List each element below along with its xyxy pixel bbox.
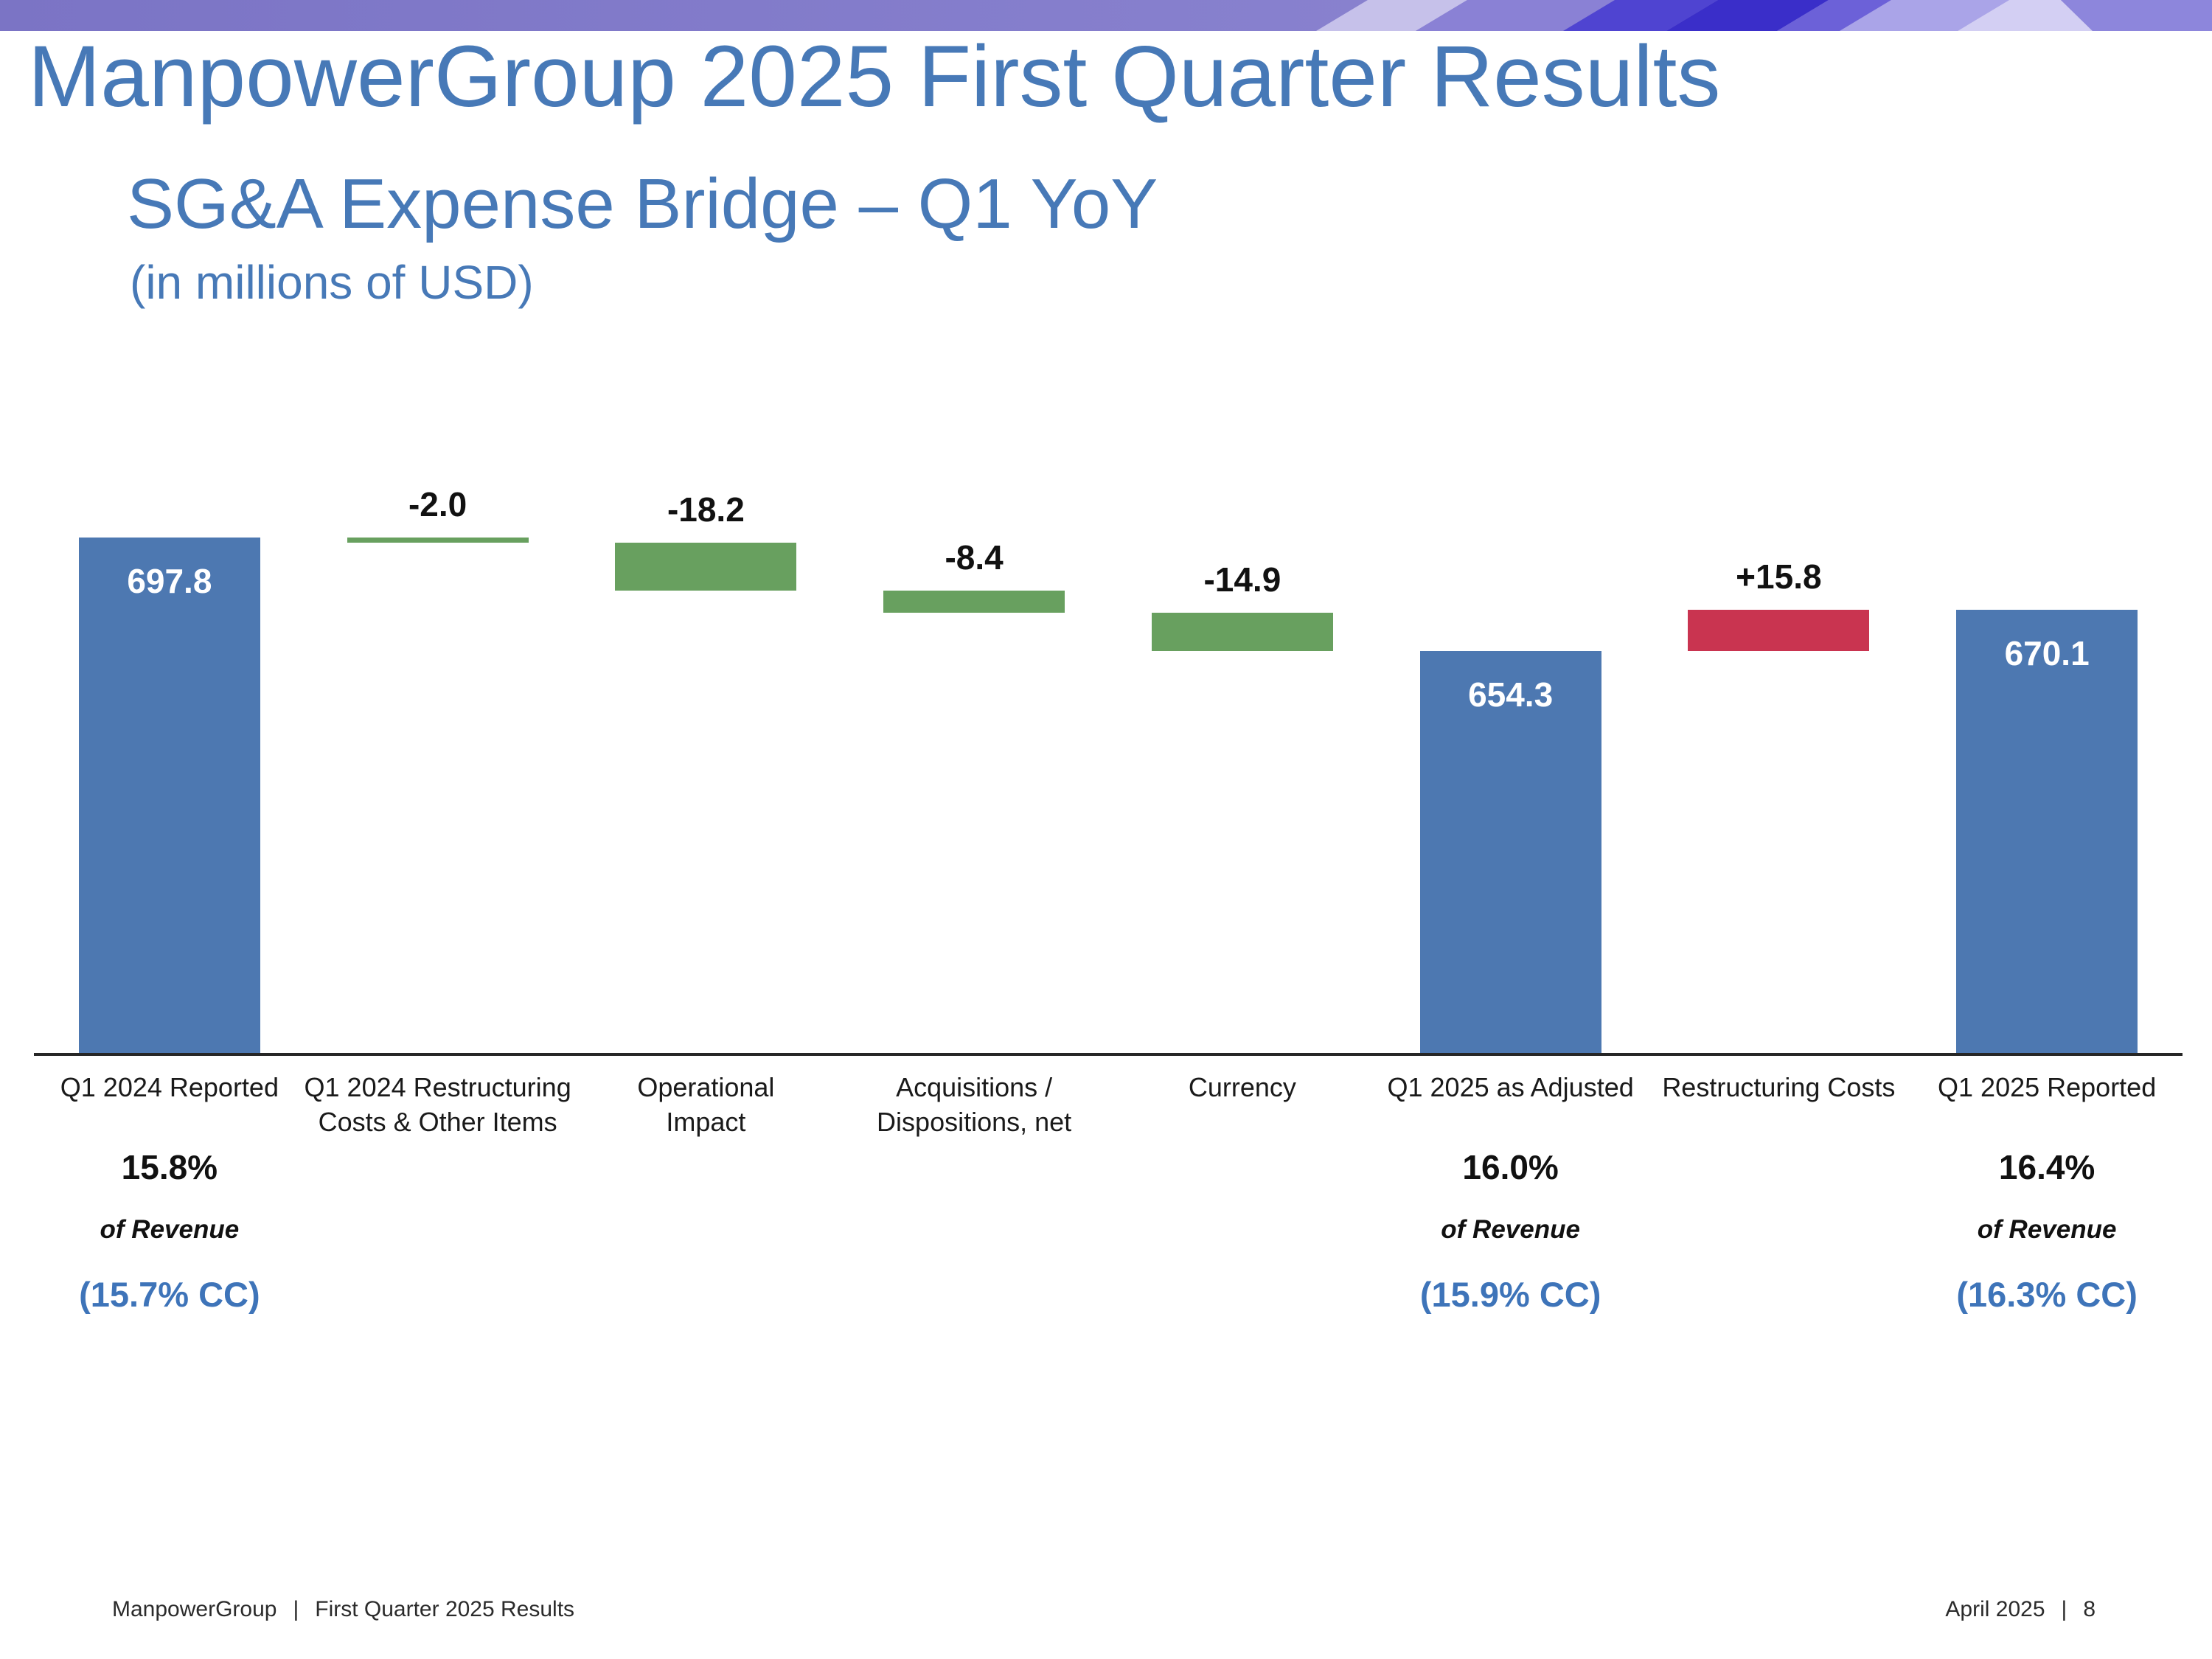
pct-of-revenue-caption: of Revenue (100, 1215, 240, 1244)
waterfall-bar (883, 590, 1065, 613)
category-label-line: Q1 2024 Reported (60, 1072, 279, 1102)
waterfall-bar (1419, 651, 1601, 1054)
category-label: Restructuring Costs (1635, 1071, 1922, 1105)
category-label-line: Acquisitions / (896, 1072, 1053, 1102)
waterfall-bar (1688, 610, 1870, 652)
footer-separator: | (293, 1597, 299, 1621)
unit-note: (in millions of USD) (130, 256, 534, 309)
bar-value-label: 697.8 (127, 562, 212, 601)
footer-page-number: 8 (2083, 1597, 2096, 1621)
pct-of-revenue-value: 15.8% (121, 1148, 218, 1186)
category-label-line: Q1 2024 Restructuring (304, 1072, 571, 1102)
category-label: Q1 2024 Restructuring Costs & Other Items (294, 1071, 582, 1140)
bar-value-label: 670.1 (2004, 634, 2090, 673)
category-label-line: Q1 2025 Reported (1938, 1072, 2157, 1102)
footer-separator: | (2061, 1597, 2067, 1621)
banner-shape (1777, 0, 1891, 31)
footer-date: April 2025 (1945, 1597, 2045, 1621)
bar-value-label: 654.3 (1468, 675, 1554, 714)
bar-value-label: -18.2 (667, 490, 745, 529)
category-label-line: Impact (666, 1106, 746, 1137)
waterfall-bar (78, 538, 260, 1054)
footer-right: April 2025 | 8 (1945, 1597, 2096, 1622)
category-label-line: Q1 2025 as Adjusted (1387, 1072, 1634, 1102)
banner-shape (2061, 0, 2212, 31)
category-label: Q1 2024 Reported (26, 1071, 313, 1105)
footer-left: ManpowerGroup | First Quarter 2025 Results (112, 1597, 574, 1622)
banner-shape (1666, 0, 1829, 31)
category-label: Acquisitions / Dispositions, net (830, 1071, 1118, 1140)
constant-currency-value: (15.9% CC) (1419, 1275, 1601, 1314)
pct-of-revenue-caption: of Revenue (1441, 1215, 1580, 1244)
banner-shape (1416, 0, 1615, 31)
waterfall-bar (347, 538, 529, 543)
bar-value-label: -14.9 (1203, 560, 1281, 599)
waterfall-bar (615, 543, 797, 591)
category-label-line: Restructuring Costs (1662, 1072, 1896, 1102)
chart-title: SG&A Expense Bridge – Q1 YoY (127, 164, 1158, 243)
category-label: Q1 2025 Reported (1903, 1071, 2191, 1105)
category-label-line: Operational (637, 1072, 775, 1102)
pct-of-revenue-caption: of Revenue (1977, 1215, 2117, 1244)
bar-value-label: -2.0 (408, 485, 467, 524)
banner-shape (1840, 0, 2009, 31)
category-label-line: Costs & Other Items (318, 1106, 557, 1137)
bar-value-label: -8.4 (945, 538, 1004, 577)
top-banner (0, 0, 2212, 31)
category-label: Operational Impact (562, 1071, 849, 1140)
waterfall-bar (1956, 610, 2138, 1054)
constant-currency-value: (16.3% CC) (1956, 1275, 2138, 1314)
slide-title: ManpowerGroup 2025 First Quarter Results (28, 28, 1721, 125)
category-label: Currency (1099, 1071, 1386, 1105)
x-axis-line (34, 1053, 2183, 1056)
constant-currency-value: (15.7% CC) (79, 1275, 260, 1314)
footer-brand: ManpowerGroup (112, 1597, 277, 1621)
waterfall-bar (1151, 612, 1333, 652)
category-label-line: Dispositions, net (877, 1106, 1072, 1137)
banner-shape (1316, 0, 1467, 31)
pct-of-revenue-value: 16.0% (1462, 1148, 1559, 1186)
banner-shape (1958, 0, 2093, 31)
banner-shapes-graphic (1316, 0, 2212, 31)
pct-of-revenue-value: 16.4% (1998, 1148, 2096, 1186)
footer-presentation-title: First Quarter 2025 Results (315, 1597, 575, 1621)
bar-value-label: +15.8 (1736, 557, 1822, 597)
category-label: Q1 2025 as Adjusted (1367, 1071, 1655, 1105)
category-label-line: Currency (1188, 1072, 1296, 1102)
